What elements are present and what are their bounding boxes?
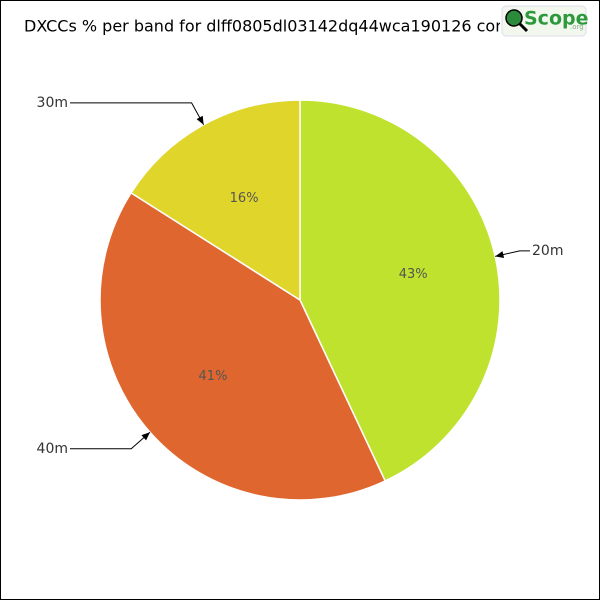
legend-label: 20m [532,243,563,259]
callout-line [495,250,530,257]
callout-line [70,102,205,125]
callout-arrow [141,432,150,441]
logo-suffix: .org [570,23,584,31]
callout-line [70,431,151,450]
chart-title: DXCCs % per band for dlff0805dl03142dq44… [24,17,546,36]
value-label: 16% [230,191,259,206]
logo-handle [518,22,529,33]
value-label: 41% [199,369,228,384]
value-label: 43% [399,267,428,282]
legend-label: 40m [37,441,68,457]
logo-text: Scope [524,8,589,30]
logo-lens [505,9,523,27]
pie-slice [299,99,501,482]
legend-label: 30m [37,95,68,111]
logo: Scope .org [501,5,589,37]
pie-slice [99,191,387,501]
callout-arrow [196,115,204,125]
callout-arrow [495,251,505,258]
